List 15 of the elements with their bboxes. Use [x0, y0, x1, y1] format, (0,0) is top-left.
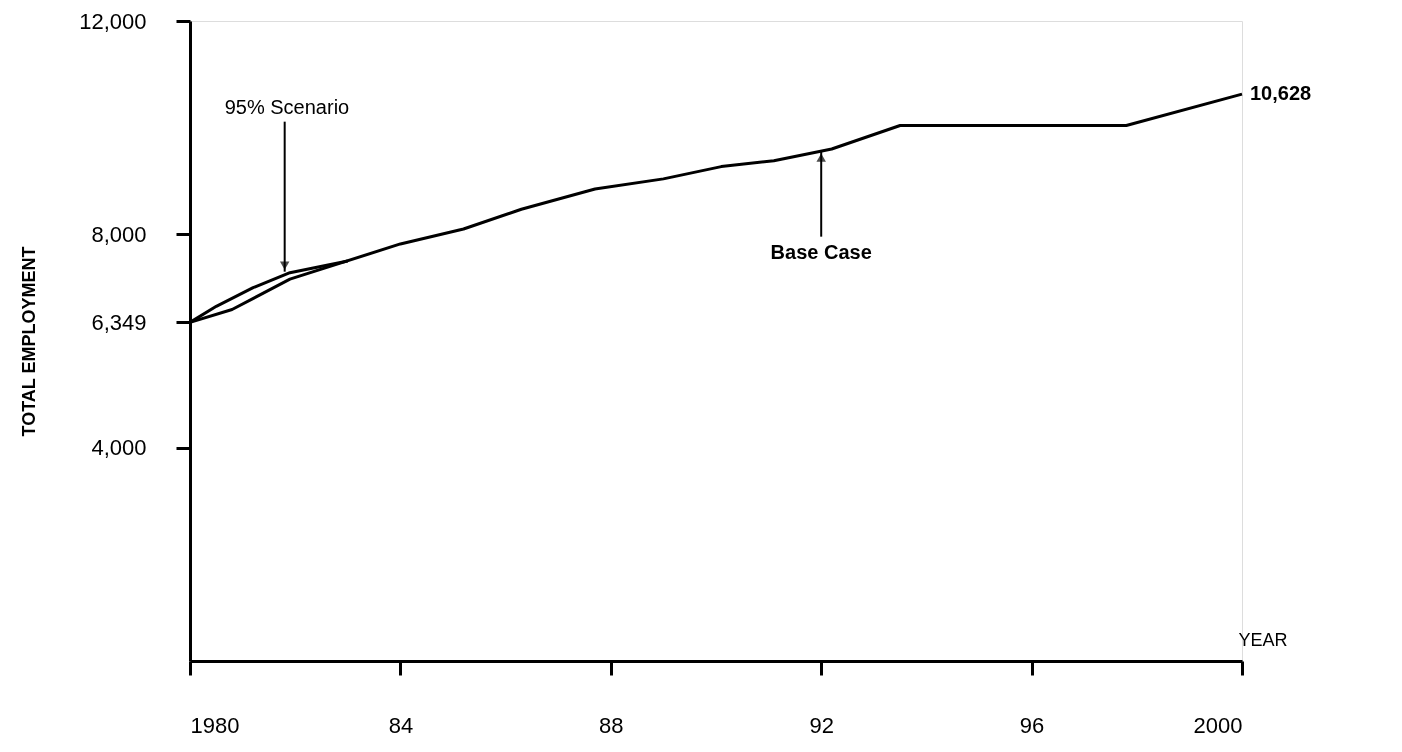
x-tick-label: 1980	[190, 712, 240, 738]
y-tick-label: 8,000	[91, 221, 147, 247]
y-tick-label: 12,000	[79, 8, 147, 34]
x-axis-title: YEAR	[1238, 629, 1288, 650]
annotation: 95% Scenario	[224, 95, 350, 118]
x-tick-label: 2000	[1193, 712, 1243, 738]
annotation: 10,628	[1250, 82, 1312, 105]
annotation: Base Case	[770, 240, 872, 263]
x-tick-label: 96	[1019, 712, 1045, 738]
x-tick-label: 92	[809, 712, 834, 738]
x-tick-label: 84	[388, 712, 414, 738]
y-tick-label: 4,000	[91, 435, 147, 461]
y-axis-title: TOTAL EMPLOYMENT	[19, 246, 40, 437]
y-tick-label: 6,349	[91, 309, 147, 335]
x-tick-label: 88	[599, 712, 624, 738]
